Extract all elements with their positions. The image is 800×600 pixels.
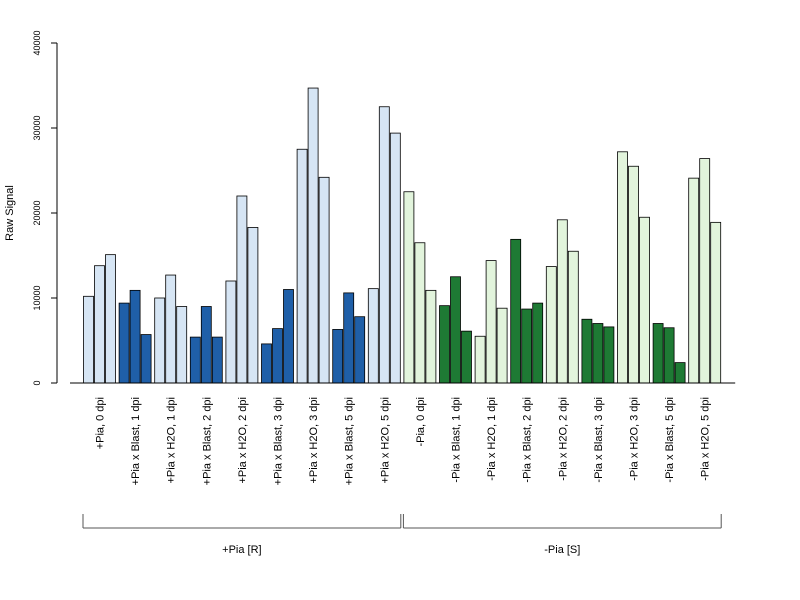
bar [663,327,675,384]
bar [581,318,593,384]
bar [272,328,283,384]
bar [556,219,568,384]
bar [485,260,497,384]
y-axis-title: Raw Signal [4,185,16,241]
y-tick-label: 30000 [32,115,42,140]
category-label: +Pia x Blast, 2 dpi [201,397,213,485]
bar [261,343,272,384]
bar [247,227,259,384]
bar [332,329,344,384]
group-label: -Pia [S] [544,544,580,556]
y-tick-label: 10000 [32,285,42,310]
bar [154,297,166,384]
category-label: -Pia x H2O, 5 dpi [700,397,712,481]
group-label: +Pia [R] [222,544,261,556]
bar [307,87,319,384]
bar [688,177,700,384]
bar [211,336,223,384]
bar [225,280,237,384]
category-label: -Pia x H2O, 1 dpi [486,397,498,481]
bar [343,292,355,384]
bar [450,276,461,384]
y-tick-label: 20000 [32,200,42,225]
bar [94,265,105,384]
bar [283,289,294,384]
bar [439,305,450,384]
category-label: -Pia x H2O, 2 dpi [557,397,569,481]
y-axis: 0 10000 20000 30000 40000 [32,30,58,386]
bar [165,274,177,384]
bar [236,195,248,384]
category-label: +Pia x H2O, 1 dpi [166,397,178,484]
category-label: -Pia x Blast, 3 dpi [593,397,605,483]
category-label: +Pia x Blast, 3 dpi [273,397,285,485]
category-label: +Pia x Blast, 1 dpi [130,397,142,485]
group-brackets: +Pia [R] -Pia [S] [82,514,722,556]
category-label: +Pia x H2O, 2 dpi [237,397,249,484]
bar [296,148,308,384]
category-labels: +Pia, 0 dpi +Pia x Blast, 1 dpi +Pia x H2O… [95,397,712,485]
category-label: +Pia, 0 dpi [95,397,107,449]
bar [354,316,366,384]
bar [699,158,711,384]
bar [674,362,686,384]
bar [318,176,330,384]
bar [378,106,390,384]
category-label: +Pia x H2O, 5 dpi [379,397,391,484]
bar [129,289,141,384]
bar [140,334,152,384]
bar [389,132,401,384]
category-label: -Pia x H2O, 3 dpi [629,397,641,481]
bar [367,288,379,384]
bar [461,330,472,384]
y-tick-label: 40000 [32,30,42,55]
bar [414,242,426,384]
bar [617,151,628,384]
bar [510,238,522,384]
bar [105,254,116,384]
bar [652,323,664,384]
bar [118,302,130,384]
bar [176,306,188,384]
category-label: +Pia x H2O, 3 dpi [308,397,320,484]
bar [592,323,604,384]
bar [639,216,650,384]
bar [521,308,533,384]
bar [532,302,544,384]
bar [474,335,486,384]
bar [496,307,508,384]
bar [425,289,437,384]
bar [545,266,557,384]
bar [403,191,415,384]
bar [603,326,615,384]
bar [567,250,579,384]
category-label: -Pia, 0 dpi [415,397,427,447]
bar [628,165,639,384]
category-label: -Pia x Blast, 1 dpi [451,397,463,483]
bar [710,221,722,384]
bars [83,87,722,384]
category-label: +Pia x Blast, 5 dpi [344,397,356,485]
bar [83,295,94,384]
category-label: -Pia x Blast, 5 dpi [664,397,676,483]
y-tick-label: 0 [32,380,42,385]
bar [189,336,201,384]
category-label: -Pia x Blast, 2 dpi [522,397,534,483]
bar [200,306,212,384]
